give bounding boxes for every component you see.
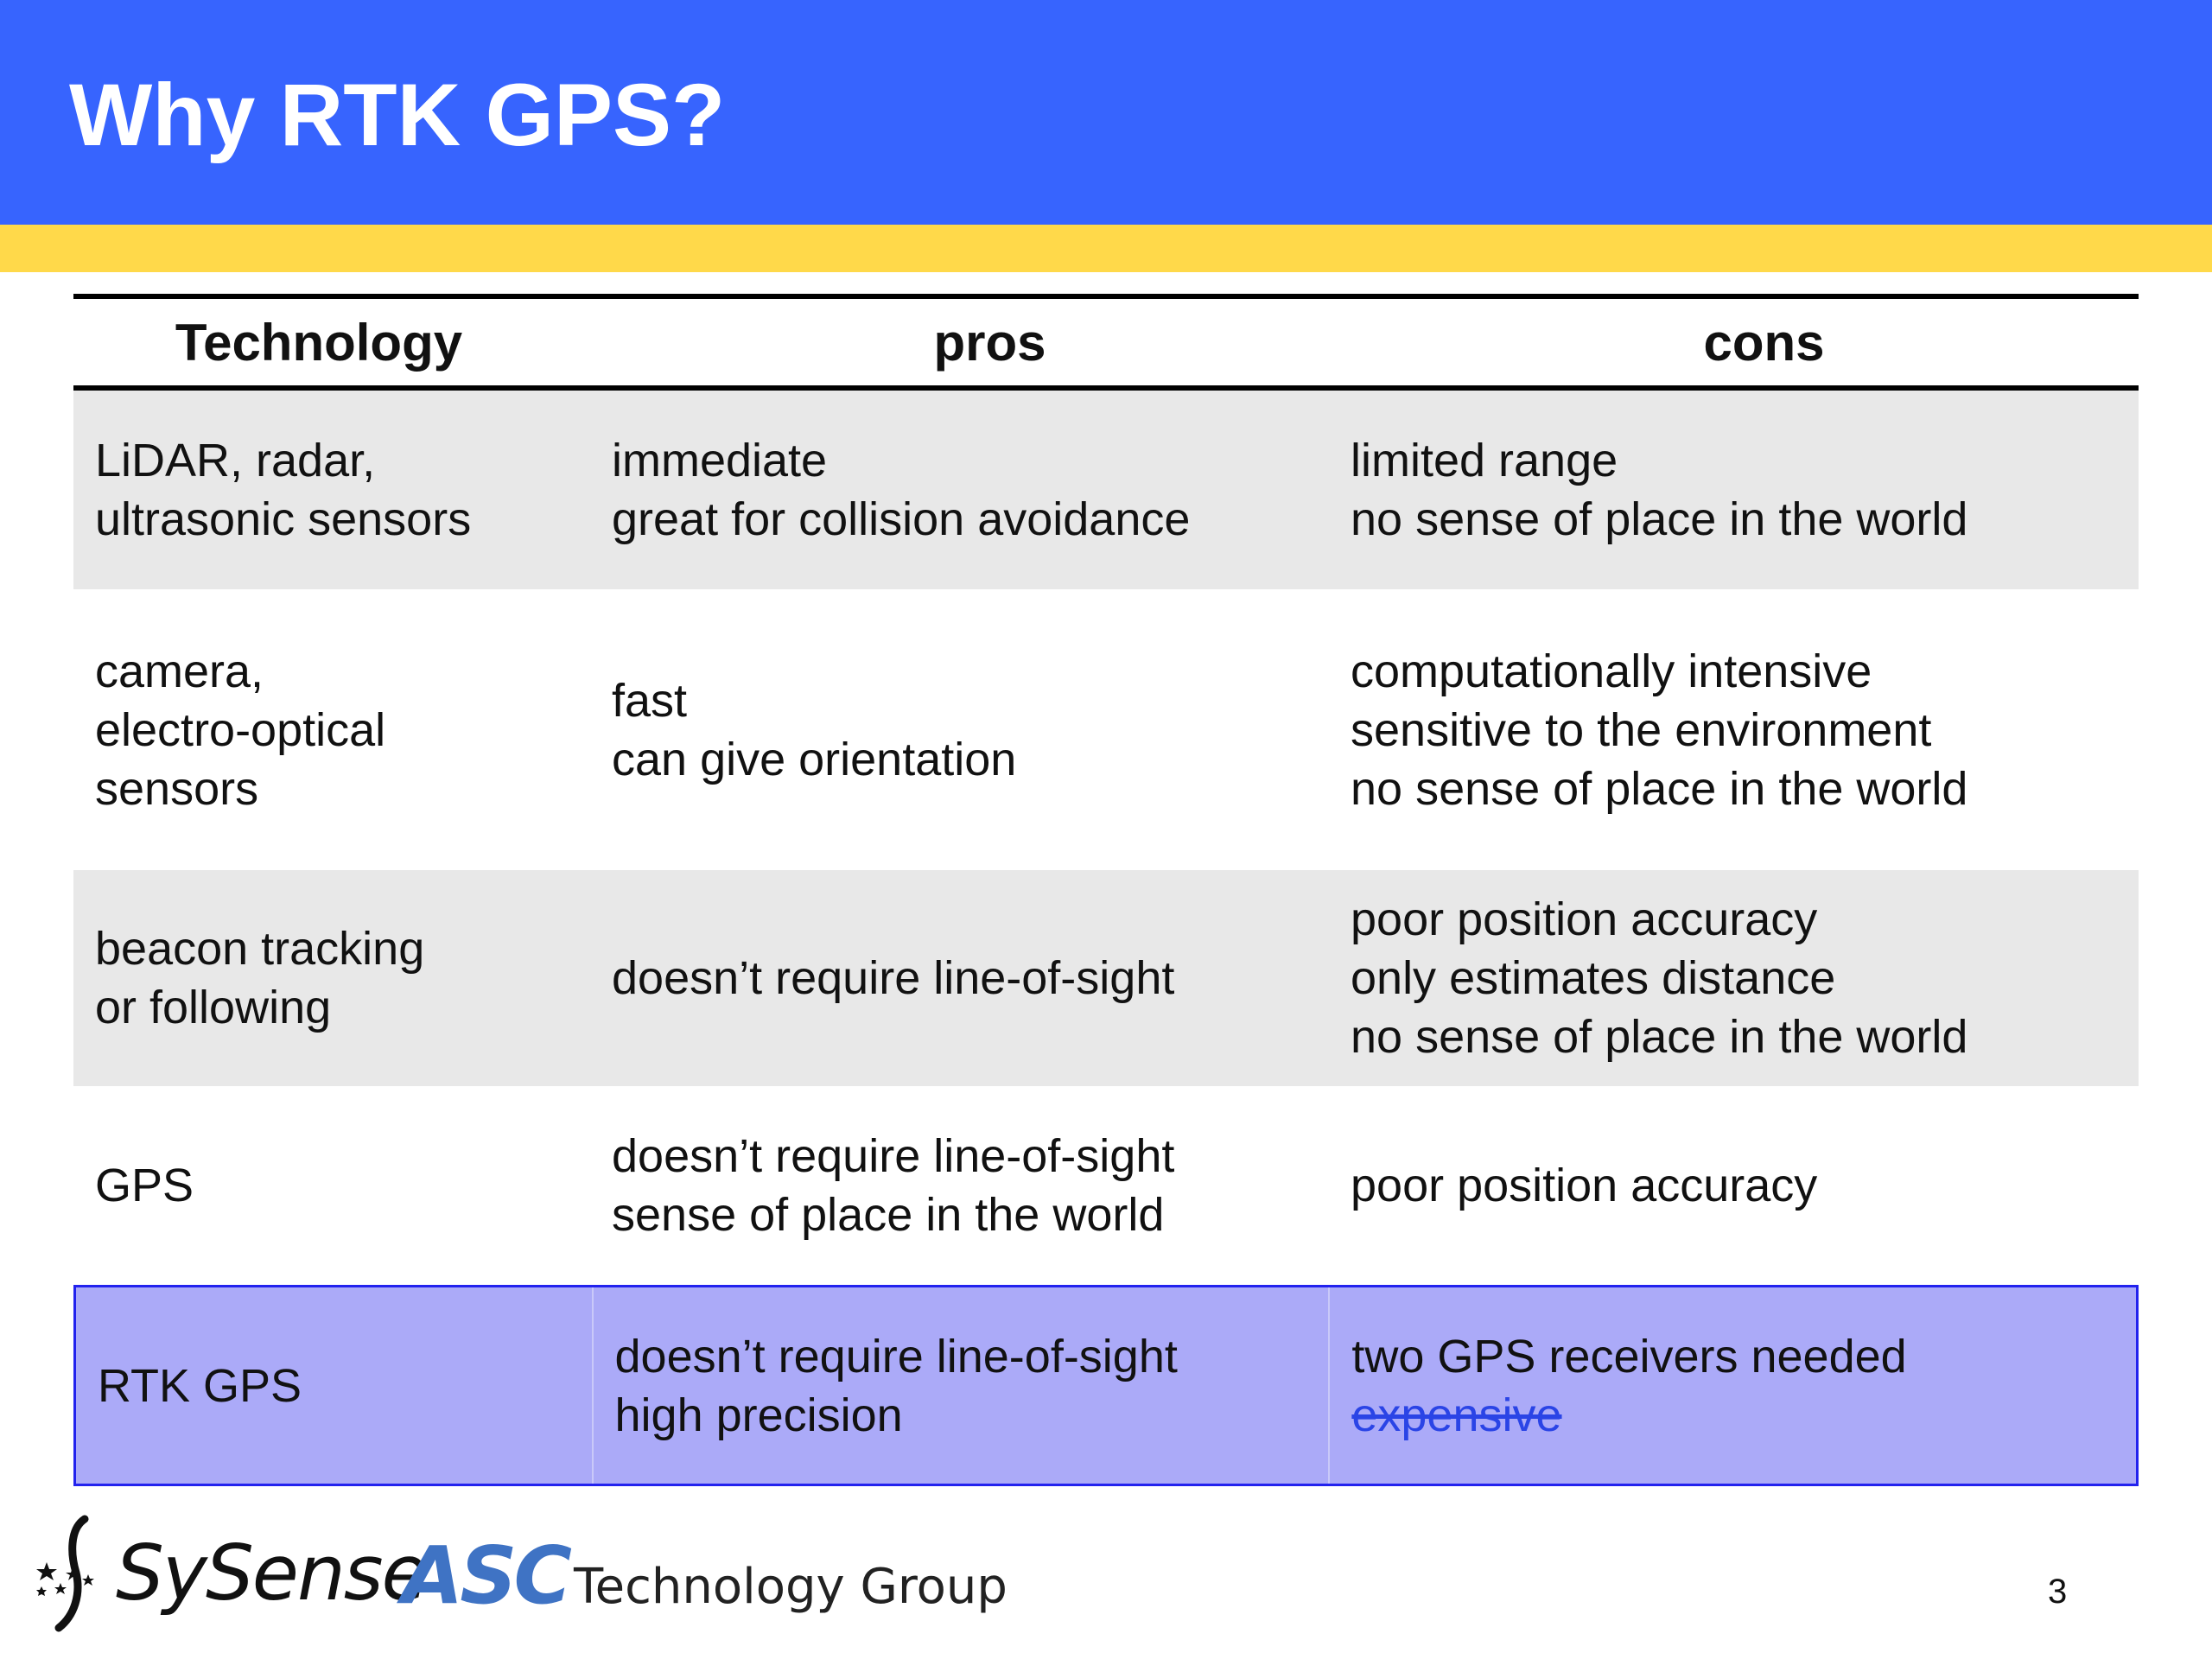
cell-cons: two GPS receivers needed expensive [1328,1287,2136,1484]
header-bar: Why RTK GPS? [0,0,2212,225]
sysense-logo: SySense [35,1512,429,1633]
table-top-rule [73,294,2139,299]
cell-line: only estimates distance [1351,952,1836,1004]
cell-line: LiDAR, radar, [95,435,376,486]
cell-line: doesn’t require line-of-sight [614,1330,1178,1382]
cell-line: high precision [614,1389,903,1441]
cell-technology: camera, electro-optical sensors [73,642,590,818]
header-cons: cons [1703,313,1825,372]
cell-line: poor position accuracy [1351,1160,1818,1211]
cell-line: can give orientation [612,733,1017,785]
cell-line: fast [612,674,688,727]
cell-line: two GPS receivers needed [1351,1330,1907,1382]
table-row-beacon: beacon tracking or following doesn’t req… [73,870,2139,1086]
cell-line: sensors [95,762,259,815]
cell-pros: doesn’t require line-of-sight high preci… [591,1287,1329,1484]
cell-line: GPS [95,1160,194,1211]
cell-technology: LiDAR, radar, ultrasonic sensors [73,431,590,549]
cell-line: immediate [612,435,828,486]
table-header-rule [73,385,2139,391]
cell-technology: beacon tracking or following [73,919,590,1037]
cell-line: no sense of place in the world [1351,493,1968,545]
table-header-row: Technology pros cons [73,299,2139,385]
cell-line: RTK GPS [98,1359,302,1412]
cell-line: limited range [1351,435,1618,486]
asc-wordmark: Technology Group [573,1559,1007,1615]
cell-line: ultrasonic sensors [95,493,472,545]
star-cluster-icon [36,1515,94,1632]
comparison-table: Technology pros cons LiDAR, radar, ultra… [73,294,2139,1486]
cell-cons: computationally intensive sensitive to t… [1329,642,2139,818]
asc-logo: ASC Technology Group [402,1529,1007,1622]
cell-pros: fast can give orientation [590,671,1329,789]
cell-line: doesn’t require line-of-sight [612,1130,1175,1182]
cell-line: or following [95,982,332,1033]
cell-line: computationally intensive [1351,645,1872,697]
cell-cons: limited range no sense of place in the w… [1329,431,2139,549]
cell-technology: RTK GPS [76,1287,592,1484]
cell-pros: doesn’t require line-of-sight [590,949,1329,1007]
sysense-wordmark: SySense [116,1528,429,1618]
cell-pros: immediate great for collision avoidance [590,431,1329,549]
cell-line: sensitive to the environment [1351,703,1932,756]
table-row-rtk-gps: RTK GPS doesn’t require line-of-sight hi… [73,1285,2139,1486]
cell-line: great for collision avoidance [612,493,1191,545]
cell-line: beacon tracking [95,923,425,975]
footer: SySense ASC Technology Group 3 [0,1503,2212,1659]
page-number: 3 [2048,1573,2068,1611]
cell-cons: poor position accuracy only estimates di… [1329,890,2139,1066]
cell-line: no sense of place in the world [1351,1011,1968,1063]
cell-line: camera, [95,645,264,697]
cell-line: electro-optical [95,703,386,756]
cell-line: doesn’t require line-of-sight [612,952,1175,1004]
cell-cons: poor position accuracy [1329,1156,2139,1215]
cell-line: no sense of place in the world [1351,762,1968,815]
table-row-gps: GPS doesn’t require line-of-sight sense … [73,1086,2139,1285]
header-pros: pros [933,313,1046,372]
cell-pros: doesn’t require line-of-sight sense of p… [590,1127,1329,1244]
cell-line: poor position accuracy [1351,893,1818,945]
accent-stripe [0,225,2212,272]
struck-through-text: expensive [1351,1389,1562,1441]
slide-title: Why RTK GPS? [69,66,726,164]
table-row-lidar: LiDAR, radar, ultrasonic sensors immedia… [73,391,2139,589]
header-technology: Technology [175,313,463,372]
cell-technology: GPS [73,1156,590,1215]
cell-line: sense of place in the world [612,1189,1165,1241]
asc-mark: ASC [402,1529,572,1622]
table-row-camera: camera, electro-optical sensors fast can… [73,589,2139,870]
